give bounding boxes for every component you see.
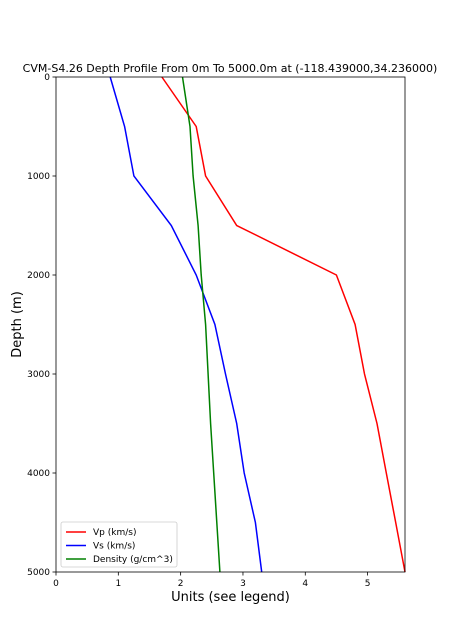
legend-label: Density (g/cm^3): [93, 555, 173, 565]
y-axis-ticks: 0 1000 2000 3000 4000 5000: [27, 73, 56, 578]
chart-title: CVM-S4.26 Depth Profile From 0m To 5000.…: [23, 62, 438, 75]
y-tick-label: 5000: [27, 568, 50, 578]
x-tick-label: 0: [53, 579, 59, 589]
plot-area: [109, 76, 406, 573]
x-tick-label: 3: [240, 579, 246, 589]
y-tick-label: 0: [44, 73, 50, 83]
x-tick-label: 2: [178, 579, 184, 589]
legend-box: [60, 521, 178, 568]
series-line-1: [161, 76, 406, 573]
x-tick-label: 1: [115, 579, 121, 589]
y-tick-label: 3000: [27, 370, 50, 380]
y-tick-label: 4000: [27, 469, 50, 479]
legend-label: Vs (km/s): [93, 542, 135, 552]
x-axis-title: Units (see legend): [171, 590, 290, 605]
y-tick-label: 1000: [27, 172, 50, 182]
y-axis-title: Depth (m): [10, 291, 25, 358]
legend: Vp (km/s) Vs (km/s) Density (g/cm^3): [60, 521, 178, 568]
series-line-3: [181, 76, 221, 573]
x-axis-ticks: 0 1 2 3 4 5: [53, 572, 370, 589]
axes-frame: [55, 76, 406, 573]
x-tick-label: 4: [302, 579, 308, 589]
series-line-2: [109, 76, 263, 573]
x-tick-label: 5: [365, 579, 371, 589]
legend-label: Vp (km/s): [93, 528, 136, 538]
y-tick-label: 2000: [27, 271, 50, 281]
